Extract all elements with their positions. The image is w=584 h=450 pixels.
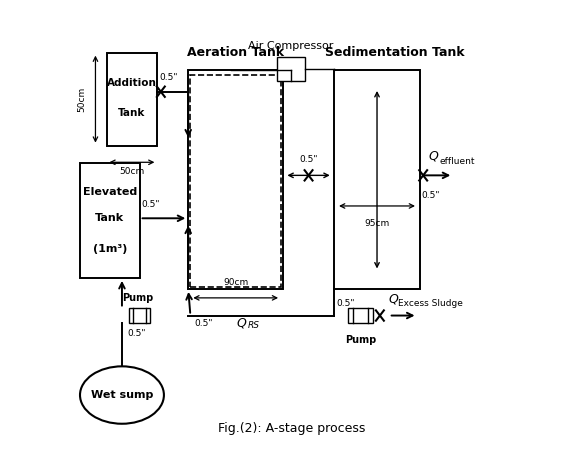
Text: 50cm: 50cm [119,167,144,176]
Bar [188,70,283,289]
Text: 0.5": 0.5" [422,191,440,200]
Text: Air Compressor: Air Compressor [248,40,333,50]
Text: Aeration Tank: Aeration Tank [187,46,284,59]
Text: Fig.(2): A-stage process: Fig.(2): A-stage process [218,422,366,435]
Text: Q: Q [388,293,398,306]
Text: effluent: effluent [439,157,475,166]
Text: 0.5": 0.5" [159,73,178,82]
Text: Q: Q [429,150,438,163]
Text: 0.5": 0.5" [127,328,146,338]
Bar [334,70,420,289]
Bar [80,163,140,278]
Text: Excess Sludge: Excess Sludge [398,300,463,309]
Text: 0.5": 0.5" [336,299,354,308]
Text: 90cm: 90cm [223,278,248,287]
Text: RS: RS [248,321,260,330]
Text: Wet sump: Wet sump [91,390,153,400]
Text: Elevated: Elevated [83,187,137,197]
Text: Addition: Addition [107,78,157,88]
Text: Pump: Pump [345,334,376,345]
Text: Q: Q [237,317,246,330]
Text: Sedimentation Tank: Sedimentation Tank [325,46,464,59]
Text: 50cm: 50cm [78,86,86,112]
Text: 95cm: 95cm [364,219,390,228]
Text: 0.5": 0.5" [195,319,213,328]
Ellipse shape [80,366,164,424]
Text: 0.5": 0.5" [142,199,161,208]
Bar [106,53,157,145]
Bar [129,309,150,323]
Bar [190,75,281,287]
Text: Pump: Pump [122,293,153,303]
Text: 0.5": 0.5" [300,155,318,164]
Bar [277,57,305,81]
Text: Tank: Tank [95,213,124,223]
Text: (1m³): (1m³) [93,244,127,254]
Text: Tank: Tank [118,108,145,118]
Bar [347,308,373,324]
